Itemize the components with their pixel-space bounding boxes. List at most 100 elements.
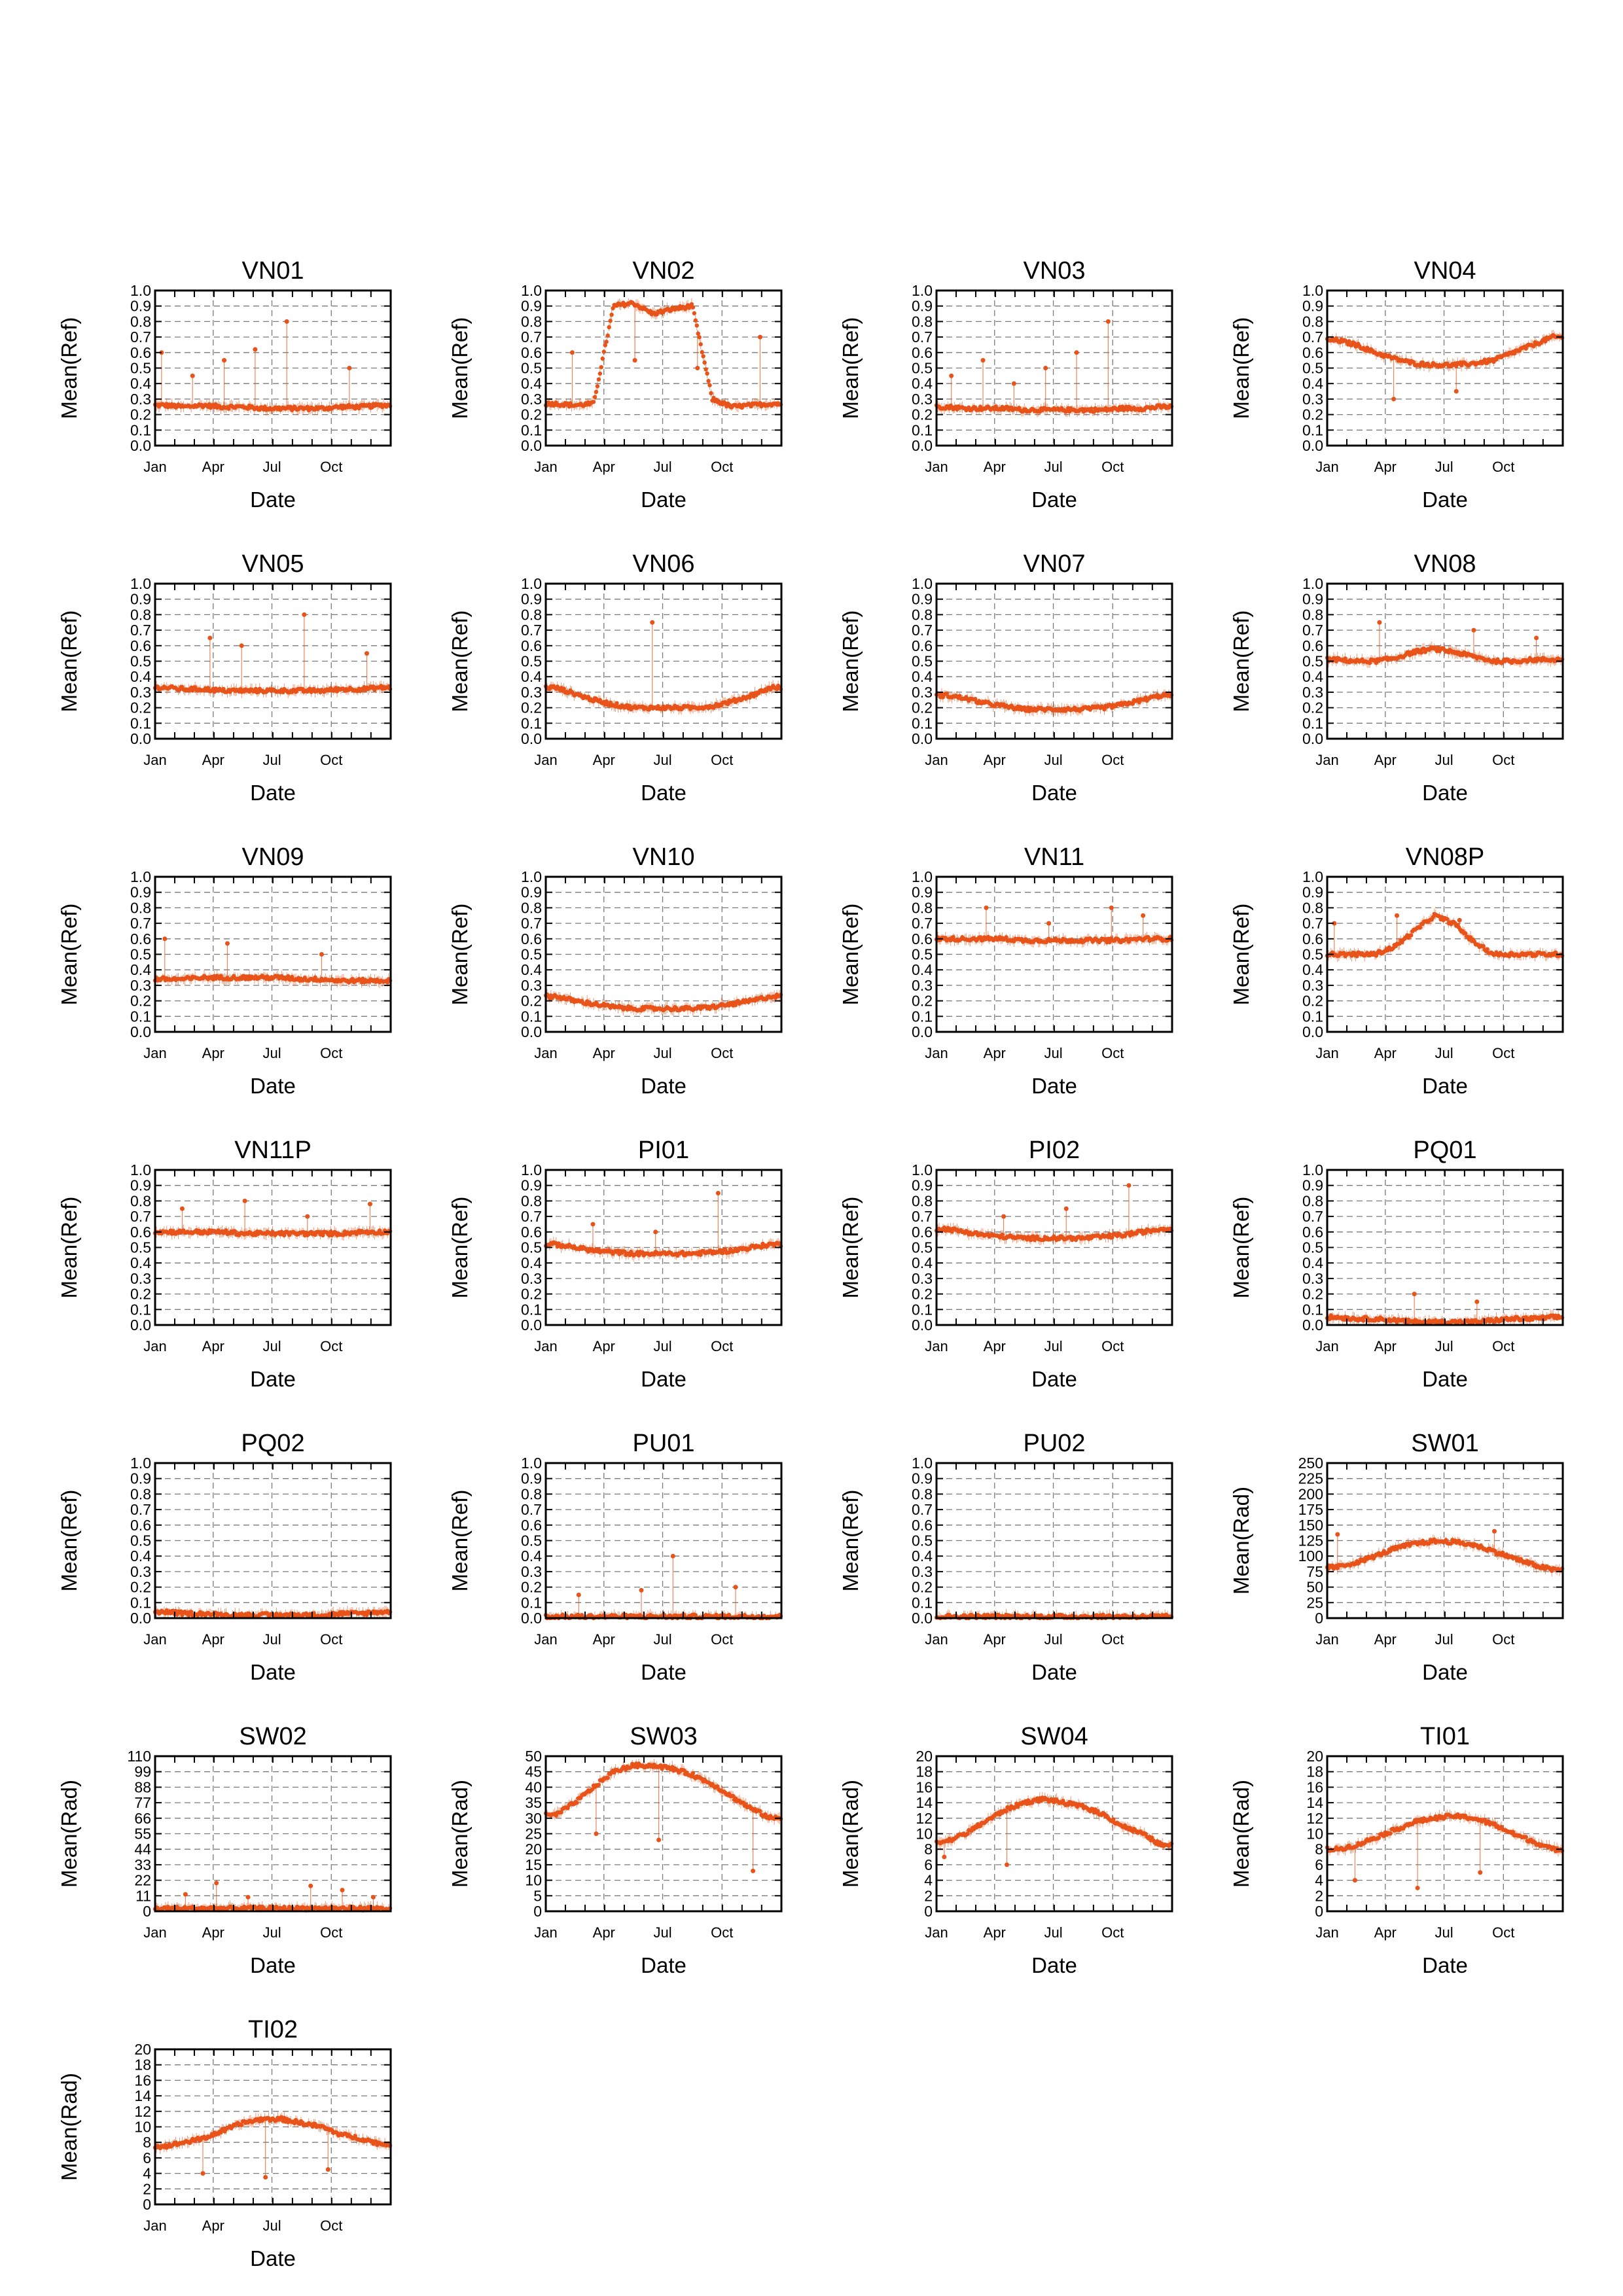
chart-panel-vn08p: VN08P 0.0 0.1 0.2 0.3 0.4 0.5 0.6 0.7 0.8 0.9 1.0 Ja… <box>1172 822 1565 1115</box>
y-tick-label: 0.2 <box>1302 699 1323 716</box>
spike-point <box>632 358 637 363</box>
y-tick-label: 1.0 <box>912 575 933 592</box>
x-tick-label: Apr <box>593 459 615 475</box>
y-tick-label: 0.1 <box>1302 715 1323 732</box>
x-tick-label: Apr <box>984 752 1006 768</box>
x-tick-label: Jul <box>262 459 281 475</box>
x-tick-label: Apr <box>202 459 224 475</box>
y-tick-label: 0.1 <box>521 421 542 438</box>
chart-svg: VN08P0.00.10.20.30.40.50.60.70.80.91.0Ja… <box>1229 843 1565 1098</box>
x-tick-label: Jan <box>534 752 557 768</box>
spike-point <box>757 334 762 340</box>
y-tick-label: 0.0 <box>912 730 933 747</box>
chart-svg: VN07 0.00.10.20.30.40.50.60.70.80.91.0 Jan… <box>838 550 1174 805</box>
spike-point <box>1377 620 1382 625</box>
data-point <box>600 356 605 361</box>
y-tick-label: 0.5 <box>912 946 933 963</box>
y-axis-label: Mean(Ref) <box>57 904 81 1006</box>
y-tick-label: 0.1 <box>130 1008 151 1025</box>
chart-title: VN04 <box>1414 257 1476 285</box>
chart-panel-vn02: VN02 0.0 0.1 0.2 0.3 0.4 0.5 0.6 0.7 0.8 0.9 1.0 Jan… <box>391 236 783 529</box>
spike-point <box>949 373 954 378</box>
chart-title: VN10 <box>632 843 694 871</box>
x-tick-label: Oct <box>1492 752 1514 768</box>
y-tick-label: 0.1 <box>912 1008 933 1025</box>
x-tick-label: Jan <box>1315 459 1338 475</box>
y-tick-label: 0.8 <box>912 899 933 916</box>
y-tick-label: 0.8 <box>130 313 151 330</box>
spike-point <box>1109 905 1114 910</box>
spike-point <box>1105 319 1111 324</box>
y-tick-label: 0.7 <box>1302 328 1323 345</box>
y-tick-label: 0.5 <box>521 653 542 670</box>
spike-point <box>1074 350 1079 355</box>
data-point <box>689 302 694 307</box>
y-tick-label: 0.0 <box>912 1023 933 1040</box>
y-tick-label: 0.2 <box>912 406 933 423</box>
y-tick-label: 0.9 <box>521 298 542 315</box>
data-series <box>152 612 393 698</box>
y-tick-label: 0.7 <box>912 328 933 345</box>
chart-title: VN01 <box>241 257 304 285</box>
x-tick-label: Jul <box>262 752 281 768</box>
y-tick-label: 0.5 <box>1302 360 1323 377</box>
y-tick-label: 0.9 <box>1302 298 1323 315</box>
data-point <box>605 333 610 338</box>
y-tick-label: 0.0 <box>130 437 151 454</box>
data-point <box>601 349 606 354</box>
y-tick-label: 0.6 <box>521 637 542 654</box>
x-tick-label: Oct <box>1101 752 1124 768</box>
y-tick-label: 0.5 <box>912 360 933 377</box>
y-tick-label: 0.1 <box>912 421 933 438</box>
y-tick-label: 0.4 <box>130 961 151 978</box>
chart-title: VN08P <box>1406 843 1484 871</box>
y-tick-label: 0.2 <box>912 993 933 1010</box>
x-tick-label: Apr <box>1374 752 1397 768</box>
spike-point <box>365 651 370 656</box>
y-tick-label: 0.6 <box>130 637 151 654</box>
y-tick-label: 0.9 <box>130 884 151 901</box>
y-tick-label: 0.8 <box>521 313 542 330</box>
data-point <box>705 371 709 376</box>
y-tick-label: 0.8 <box>521 606 542 623</box>
y-tick-label: 0.1 <box>912 715 933 732</box>
chart-svg: VN04 0.00.10.20.30.40.50.60.70.80.91.0 Jan… <box>1229 257 1565 512</box>
y-tick-label: 1.0 <box>130 282 151 299</box>
x-tick-label: Apr <box>984 459 1006 475</box>
y-tick-label: 0.3 <box>521 684 542 701</box>
x-tick-label: Jan <box>925 1045 948 1061</box>
y-tick-label: 0.6 <box>130 930 151 947</box>
y-tick-label: 0.7 <box>912 622 933 639</box>
y-tick-label: 0.7 <box>130 915 151 932</box>
y-tick-label: 0.4 <box>912 668 933 685</box>
spike-point <box>1141 913 1146 918</box>
y-tick-label: 1.0 <box>1302 575 1323 592</box>
chart-svg: VN02 0.00.10.20.30.40.50.60.70.80.91.0 Jan… <box>448 257 783 512</box>
y-tick-label: 0.5 <box>521 946 542 963</box>
y-axis-label: Mean(Ref) <box>1229 610 1253 713</box>
y-tick-label: 0.3 <box>521 977 542 994</box>
chart-svg: VN05 0.00.10.20.30.40.50.60.70.80.91.0 Jan… <box>57 550 393 805</box>
chart-panel-vn06: VN06 0.0 0.1 0.2 0.3 0.4 0.5 0.6 0.7 0.8 0.9 1.0 Jan… <box>391 529 783 822</box>
data-point <box>694 323 699 328</box>
y-tick-label: 0.5 <box>130 653 151 670</box>
y-tick-label: 0.5 <box>1302 653 1323 670</box>
y-tick-label: 0.6 <box>1302 344 1323 361</box>
y-tick-label: 0.4 <box>521 375 542 392</box>
y-tick-label: 0.9 <box>912 884 933 901</box>
spike-point <box>1011 381 1016 386</box>
y-tick-label: 0.1 <box>130 715 151 732</box>
y-tick-label: 0.0 <box>912 437 933 454</box>
data-series <box>543 298 783 412</box>
data-series <box>1325 620 1565 668</box>
data-point <box>707 383 712 387</box>
x-tick-label: Jul <box>1435 752 1453 768</box>
x-tick-label: Jul <box>653 1045 671 1061</box>
y-tick-label: 0.4 <box>521 668 542 685</box>
chart-title: VN07 <box>1023 550 1085 578</box>
y-tick-label: 0.9 <box>912 298 933 315</box>
y-tick-label: 0.2 <box>130 993 151 1010</box>
x-tick-label: Apr <box>593 752 615 768</box>
chart-panel-vn01: VN01 0.0 0.1 0.2 0.3 0.4 0.5 0.6 0.7 0.8 0.9 1.0 Jan… <box>0 236 393 529</box>
